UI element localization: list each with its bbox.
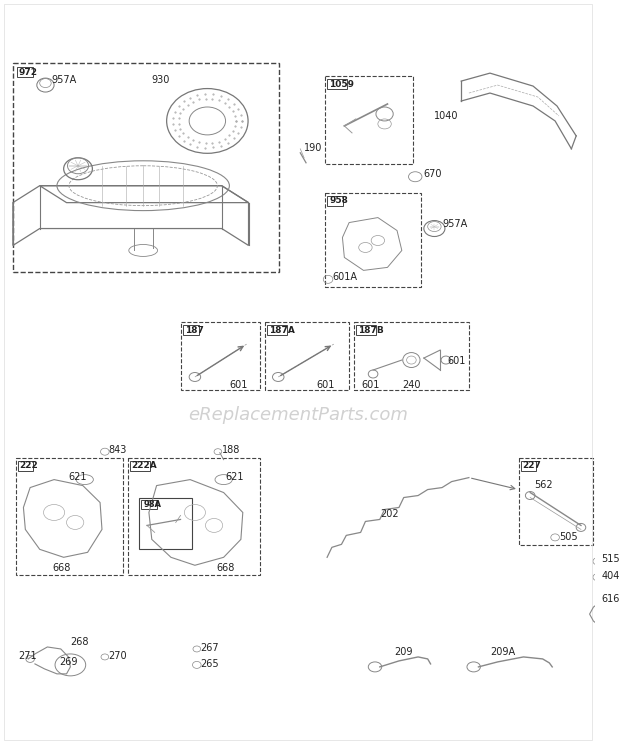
Text: 621: 621 xyxy=(68,472,87,481)
Text: 601A: 601A xyxy=(333,272,358,283)
Text: 1040: 1040 xyxy=(435,111,459,121)
Text: 187A: 187A xyxy=(268,326,294,335)
Text: 271: 271 xyxy=(19,651,37,661)
Text: 267: 267 xyxy=(201,643,219,653)
Text: 202: 202 xyxy=(380,510,399,519)
Text: 265: 265 xyxy=(201,659,219,669)
Text: 668: 668 xyxy=(216,563,234,574)
Text: 404: 404 xyxy=(601,571,619,581)
Text: 268: 268 xyxy=(70,637,89,647)
Text: 240: 240 xyxy=(402,380,420,390)
Text: 616: 616 xyxy=(601,594,619,604)
Text: 222A: 222A xyxy=(131,461,157,470)
Text: 601: 601 xyxy=(317,380,335,390)
Text: 957A: 957A xyxy=(51,75,76,85)
Text: 190: 190 xyxy=(304,143,322,153)
Text: 209: 209 xyxy=(394,647,413,657)
Text: 958: 958 xyxy=(329,196,348,205)
Text: 209A: 209A xyxy=(490,647,515,657)
Text: 957A: 957A xyxy=(442,219,467,228)
Text: 601: 601 xyxy=(448,356,466,366)
Text: 562: 562 xyxy=(534,480,552,490)
Text: 1059: 1059 xyxy=(329,80,354,89)
Text: 668: 668 xyxy=(52,563,71,574)
Text: 187: 187 xyxy=(185,326,204,335)
Text: 270: 270 xyxy=(108,651,127,661)
Text: 98A: 98A xyxy=(143,500,161,509)
Text: 601: 601 xyxy=(229,380,248,390)
Text: 843: 843 xyxy=(108,445,127,455)
Text: eReplacementParts.com: eReplacementParts.com xyxy=(188,405,409,424)
Text: 227: 227 xyxy=(523,461,541,470)
Text: 505: 505 xyxy=(559,533,578,542)
Text: 187B: 187B xyxy=(358,326,384,335)
Text: 930: 930 xyxy=(152,75,170,85)
Text: 222: 222 xyxy=(20,461,38,470)
Text: 269: 269 xyxy=(59,657,78,667)
Text: 188: 188 xyxy=(222,445,240,455)
Text: 670: 670 xyxy=(423,169,441,179)
Text: 972: 972 xyxy=(19,68,38,77)
Text: 621: 621 xyxy=(226,472,244,481)
Text: 515: 515 xyxy=(601,554,620,564)
Text: 601: 601 xyxy=(361,380,380,390)
